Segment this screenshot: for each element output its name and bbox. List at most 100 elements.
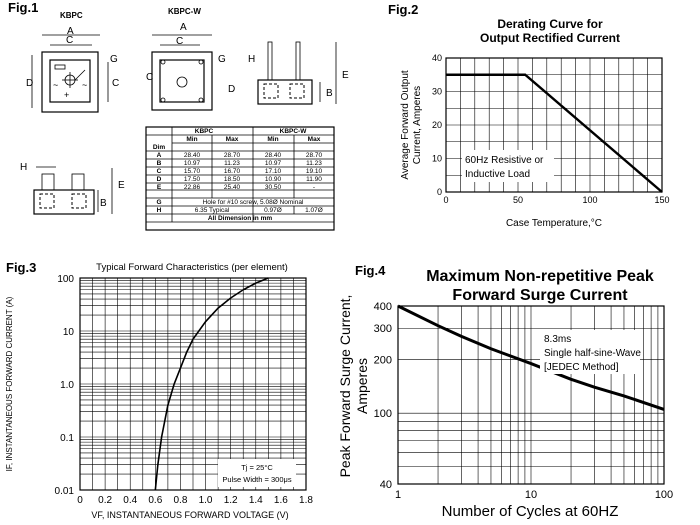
fig3-note-2: Pulse Width = 300μs [222, 475, 291, 484]
kbpc-title: KBPC [60, 11, 83, 20]
dim-c3-label: C [146, 72, 153, 83]
fig4-title-1: Maximum Non-repetitive Peak [426, 268, 654, 285]
fig3-note-1: Tj = 25°C [241, 463, 273, 472]
fig2-note-2: Inductive Load [465, 169, 530, 180]
table-cell: 28.40 [184, 152, 201, 159]
fig2-note-1: 60Hz Resistive or [465, 155, 544, 166]
fig3-label: Fig.3 [6, 260, 36, 275]
table-cell: 28.70 [306, 152, 323, 159]
dimension-table: KBPC KBPC-W Dim Min Max Min Max A 28.40 28… [145, 126, 335, 231]
table-head-kbpc: KBPC [195, 128, 214, 135]
fig4-note-1: 8.3ms [544, 334, 571, 345]
fig3-x-tick: 0.4 [123, 495, 137, 506]
fig4-note-2: Single half-sine-Wave [544, 348, 641, 359]
fig2-title-2: Output Rectified Current [480, 31, 620, 45]
kbpcw-top-view: A C C D G [146, 22, 235, 111]
dim-h-w-label: H [248, 54, 255, 65]
dim-a-label: A [67, 26, 74, 37]
fig4-label: Fig.4 [355, 263, 386, 278]
dim-c2-label: C [112, 78, 119, 89]
table-cell: 17.50 [184, 176, 201, 183]
fig4-ylabel-1: Peak Forward Surge Current, [337, 295, 353, 478]
dim-g-w-label: G [218, 54, 226, 65]
fig3-x-tick: 1.6 [274, 495, 288, 506]
fig2-xlabel: Case Temperature,°C [506, 218, 602, 229]
fig4-ticks: 1 10 100 40 100 200 300 400 [374, 301, 674, 501]
fig4-y-tick: 400 [374, 301, 392, 313]
table-cell: 16.70 [224, 168, 241, 175]
fig3-forward-curve [154, 277, 269, 491]
table-head-min1: Min [186, 136, 197, 143]
table-cell: - [313, 184, 315, 191]
table-rows: A 28.40 28.70 28.40 28.70 B 10.97 11.23 10.97 11.… [157, 152, 323, 191]
dim-a-w-label: A [180, 22, 187, 33]
kbpcw-title: KBPC-W [168, 7, 201, 16]
fig1-package-drawing: Fig.1 KBPC KBPC-W A C ~ ~ + D C G [8, 0, 349, 215]
fig3-y-tick: 100 [57, 274, 74, 285]
fig3-xlabel: VF, INSTANTANEOUS FORWARD VOLTAGE (V) [91, 510, 288, 520]
dim-h-label: H [20, 162, 27, 173]
fig2-ylabel-1: Average Forward Output [400, 70, 411, 180]
dim-e-w-label: E [342, 70, 349, 81]
fig3-x-tick: 1.8 [299, 495, 313, 506]
dim-c-label: C [66, 35, 73, 46]
fig2-y-tick: 0 [437, 187, 442, 197]
fig3-note-box [218, 459, 296, 487]
fig2-y-tick: 10 [432, 154, 442, 164]
table-footer: All Dimension in mm [208, 215, 273, 222]
table-cell: A [157, 152, 162, 159]
fig4-x-tick: 1 [395, 489, 401, 501]
fig2-y-tick: 30 [432, 87, 442, 97]
table-cell: 10.97 [184, 160, 201, 167]
dim-b-w-label: B [326, 88, 333, 99]
fig3-x-tick: 1.0 [199, 495, 213, 506]
fig3-x-tick: 1.4 [249, 495, 263, 506]
table-row-h-min: 0.97Ø [264, 207, 282, 214]
fig4-xlabel: Number of Cycles at 60HZ [442, 503, 619, 520]
table-head-min2: Min [267, 136, 278, 143]
fig4-y-tick: 200 [374, 355, 392, 367]
fig4-x-tick: 10 [525, 489, 537, 501]
fig3-y-tick: 1.0 [60, 380, 74, 391]
fig2-note-box [462, 150, 554, 182]
table-cell: 18.50 [224, 176, 241, 183]
table-cell: 15.70 [184, 168, 201, 175]
fig4-note-3: [JEDEC Method] [544, 362, 619, 373]
fig2-x-tick: 0 [443, 195, 448, 205]
table-row-h-dim: H [157, 207, 162, 214]
fig2-plot-frame [445, 57, 663, 193]
fig3-x-tick: 1.2 [224, 495, 238, 506]
fig4-note-box [540, 330, 640, 374]
table-cell: 11.23 [224, 160, 240, 167]
svg-text:+: + [64, 90, 69, 100]
kbpcw-side-view: H B E [248, 41, 349, 105]
table-row-h-max: 1.07Ø [305, 207, 323, 214]
table-cell: 11.23 [306, 160, 322, 167]
table-cell: C [157, 168, 162, 175]
fig2-x-tick: 100 [582, 195, 597, 205]
svg-text:~: ~ [53, 80, 58, 90]
fig4-y-tick: 300 [374, 323, 392, 335]
table-cell: 19.10 [306, 168, 323, 175]
table-row-g-dim: G [156, 199, 161, 206]
fig2-ylabel-2: Current, Amperes [412, 86, 423, 164]
kbpc-side-view: H B E [20, 162, 125, 215]
svg-text:~: ~ [82, 80, 87, 90]
fig3-x-tick: 0.6 [148, 495, 162, 506]
fig4-surge-chart: Fig.4 Maximum Non-repetitive Peak Forwar… [337, 263, 673, 520]
fig3-title: Typical Forward Characteristics (per ele… [96, 262, 288, 273]
fig3-forward-chart: Fig.3 Typical Forward Characteristics (p… [5, 260, 313, 520]
fig4-surge-curve [397, 304, 665, 411]
fig2-x-tick: 150 [654, 195, 669, 205]
fig4-y-tick: 100 [374, 408, 392, 420]
fig3-grid [80, 278, 306, 490]
fig2-y-tick: 40 [432, 53, 442, 63]
table-cell: B [157, 160, 162, 167]
fig4-ylabel-2: Amperes [354, 358, 370, 414]
dim-c-w-label: C [176, 36, 183, 47]
fig2-title-1: Derating Curve for [497, 17, 603, 31]
dim-b-label: B [100, 198, 107, 209]
fig4-title-2: Forward Surge Current [452, 287, 628, 304]
table-cell: 30.50 [265, 184, 282, 191]
fig3-x-tick: 0 [77, 495, 83, 506]
